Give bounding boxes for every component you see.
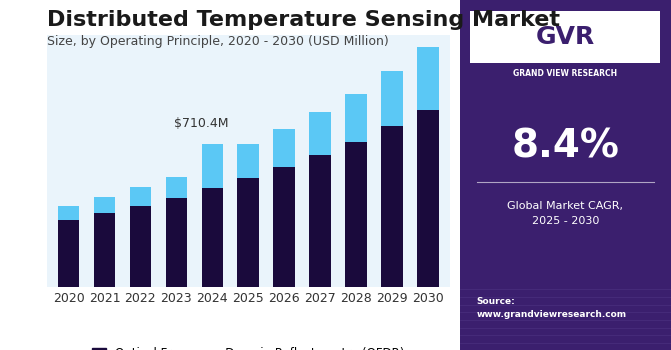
Bar bbox=[238, 144, 259, 178]
Bar bbox=[94, 214, 115, 287]
Text: GVR: GVR bbox=[535, 25, 595, 49]
Bar bbox=[201, 188, 223, 287]
Bar bbox=[417, 47, 439, 110]
Bar bbox=[166, 176, 187, 198]
Bar bbox=[273, 167, 295, 287]
Bar bbox=[94, 197, 115, 214]
Bar bbox=[130, 187, 151, 206]
Bar bbox=[417, 110, 439, 287]
Text: GRAND VIEW RESEARCH: GRAND VIEW RESEARCH bbox=[513, 69, 617, 78]
Bar bbox=[309, 155, 331, 287]
Legend: Optical Frequency Domain Reflectometry (OFDR), Optical Time Domain Reflectometry: Optical Frequency Domain Reflectometry (… bbox=[92, 347, 405, 350]
Bar bbox=[381, 126, 403, 287]
Bar bbox=[201, 144, 223, 188]
Text: Source:
www.grandviewresearch.com: Source: www.grandviewresearch.com bbox=[476, 297, 627, 319]
Bar bbox=[238, 178, 259, 287]
Text: Global Market CAGR,
2025 - 2030: Global Market CAGR, 2025 - 2030 bbox=[507, 202, 623, 225]
Bar bbox=[346, 142, 367, 287]
Text: $710.4M: $710.4M bbox=[174, 117, 229, 130]
Bar bbox=[273, 129, 295, 167]
Bar bbox=[58, 220, 79, 287]
FancyBboxPatch shape bbox=[470, 10, 660, 63]
Text: Size, by Operating Principle, 2020 - 2030 (USD Million): Size, by Operating Principle, 2020 - 203… bbox=[47, 35, 389, 48]
Bar bbox=[130, 206, 151, 287]
Bar bbox=[166, 198, 187, 287]
Bar bbox=[58, 206, 79, 220]
Bar bbox=[381, 71, 403, 126]
Text: Distributed Temperature Sensing Market: Distributed Temperature Sensing Market bbox=[47, 10, 560, 30]
Text: 8.4%: 8.4% bbox=[511, 128, 619, 166]
Bar bbox=[346, 94, 367, 142]
Bar bbox=[309, 112, 331, 155]
